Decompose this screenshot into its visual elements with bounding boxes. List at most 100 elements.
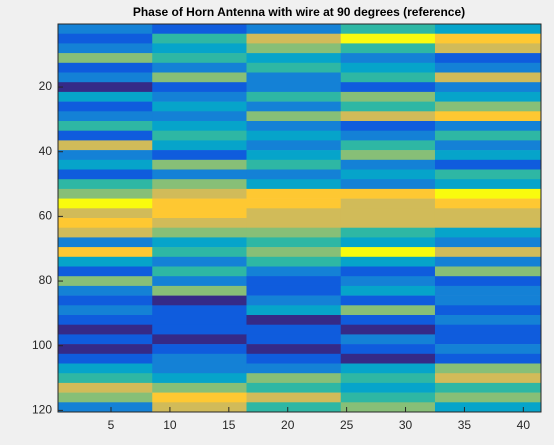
heatmap-cell <box>340 101 436 112</box>
heatmap-cell <box>246 324 342 335</box>
heatmap-cell <box>340 363 436 374</box>
heatmap-cell <box>246 247 342 258</box>
heatmap-cell <box>434 266 542 277</box>
heatmap-cell <box>340 382 436 393</box>
x-tick-label: 30 <box>399 418 413 432</box>
heatmap-cell <box>58 53 153 64</box>
heatmap-cell <box>340 392 436 403</box>
heatmap-cell <box>434 276 542 287</box>
heatmap-cell <box>246 353 342 364</box>
heatmap-cell <box>152 363 247 374</box>
heatmap-cell <box>246 256 342 267</box>
heatmap-cell <box>246 150 342 161</box>
heatmap-cell <box>246 315 342 325</box>
heatmap-cell <box>152 130 247 141</box>
heatmap-cell <box>340 353 436 364</box>
heatmap-cell <box>152 285 247 296</box>
heatmap-cell <box>58 43 153 54</box>
heatmap-cell <box>152 373 247 384</box>
heatmap-cell <box>340 62 436 73</box>
heatmap-cell <box>340 266 436 277</box>
heatmap-cell <box>434 33 542 44</box>
heatmap-cell <box>434 24 542 34</box>
heatmap-cell <box>434 111 542 122</box>
heatmap-cell <box>246 33 342 44</box>
heatmap-cell <box>152 266 247 277</box>
heatmap-cell <box>246 188 342 199</box>
heatmap-cell <box>152 24 247 34</box>
heatmap-cell <box>246 402 342 413</box>
heatmap-cell <box>340 208 436 219</box>
heatmap-cell <box>58 344 153 355</box>
heatmap-cell <box>58 237 153 248</box>
heatmap-cell <box>340 237 436 248</box>
heatmap-cell <box>152 150 247 161</box>
heatmap-cell <box>434 169 542 180</box>
heatmap-cell <box>434 43 542 54</box>
heatmap-cell <box>340 121 436 131</box>
heatmap-cell <box>58 315 153 325</box>
y-tick-label: 120 <box>32 403 52 417</box>
heatmap-cell <box>434 72 542 83</box>
heatmap-cell <box>246 24 342 34</box>
heatmap-cell <box>434 247 542 258</box>
x-tick-label: 5 <box>108 418 115 432</box>
heatmap-cell <box>58 363 153 374</box>
heatmap-cell <box>58 392 153 403</box>
heatmap-cell <box>58 218 153 228</box>
heatmap-cell <box>434 344 542 355</box>
heatmap-cell <box>340 140 436 151</box>
heatmap-cell <box>434 101 542 112</box>
heatmap-cell <box>58 285 153 296</box>
heatmap-cell <box>434 373 542 384</box>
heatmap-cell <box>434 334 542 345</box>
heatmap-cell <box>58 91 153 102</box>
heatmap-cell <box>434 382 542 393</box>
heatmap-cell <box>340 43 436 54</box>
heatmap-cell <box>58 276 153 287</box>
heatmap-cell <box>340 179 436 190</box>
heatmap-cell <box>58 33 153 44</box>
heatmap-cell <box>246 344 342 355</box>
heatmap-cell <box>434 295 542 306</box>
heatmap-cell <box>246 82 342 93</box>
heatmap-cell <box>152 169 247 180</box>
heatmap-cell <box>340 344 436 355</box>
heatmap-cell <box>58 169 153 180</box>
heatmap-cell <box>434 402 542 413</box>
x-tick-label: 35 <box>458 418 472 432</box>
heatmap-cell <box>246 130 342 141</box>
heatmap-cell <box>340 256 436 267</box>
heatmap-cell <box>246 179 342 190</box>
heatmap-cell <box>58 208 153 219</box>
heatmap-cell <box>340 91 436 102</box>
heatmap-cell <box>58 353 153 364</box>
heatmap-cell <box>58 62 153 73</box>
heatmap-cell <box>152 353 247 364</box>
heatmap-cell <box>58 72 153 83</box>
heatmap-cell <box>152 334 247 345</box>
heatmap-cell <box>152 227 247 238</box>
heatmap-cell <box>58 373 153 384</box>
x-tick-label: 20 <box>281 418 295 432</box>
heatmap-cell <box>340 315 436 325</box>
heatmap-cell <box>152 179 247 190</box>
heatmap-cell <box>340 24 436 34</box>
heatmap-cell <box>434 150 542 161</box>
heatmap-cell <box>434 218 542 228</box>
heatmap-cell <box>58 159 153 170</box>
heatmap-cell <box>152 111 247 122</box>
heatmap-cell <box>340 111 436 122</box>
heatmap-cell <box>434 159 542 170</box>
heatmap-cell <box>58 266 153 277</box>
heatmap-cell <box>340 305 436 316</box>
heatmap-cell <box>152 324 247 335</box>
heatmap-cell <box>434 392 542 403</box>
heatmap-cell <box>152 237 247 248</box>
heatmap-cell <box>434 324 542 335</box>
heatmap-cell <box>246 111 342 122</box>
heatmap-cell <box>340 72 436 83</box>
heatmap-cell <box>246 373 342 384</box>
x-tick-label: 25 <box>340 418 354 432</box>
